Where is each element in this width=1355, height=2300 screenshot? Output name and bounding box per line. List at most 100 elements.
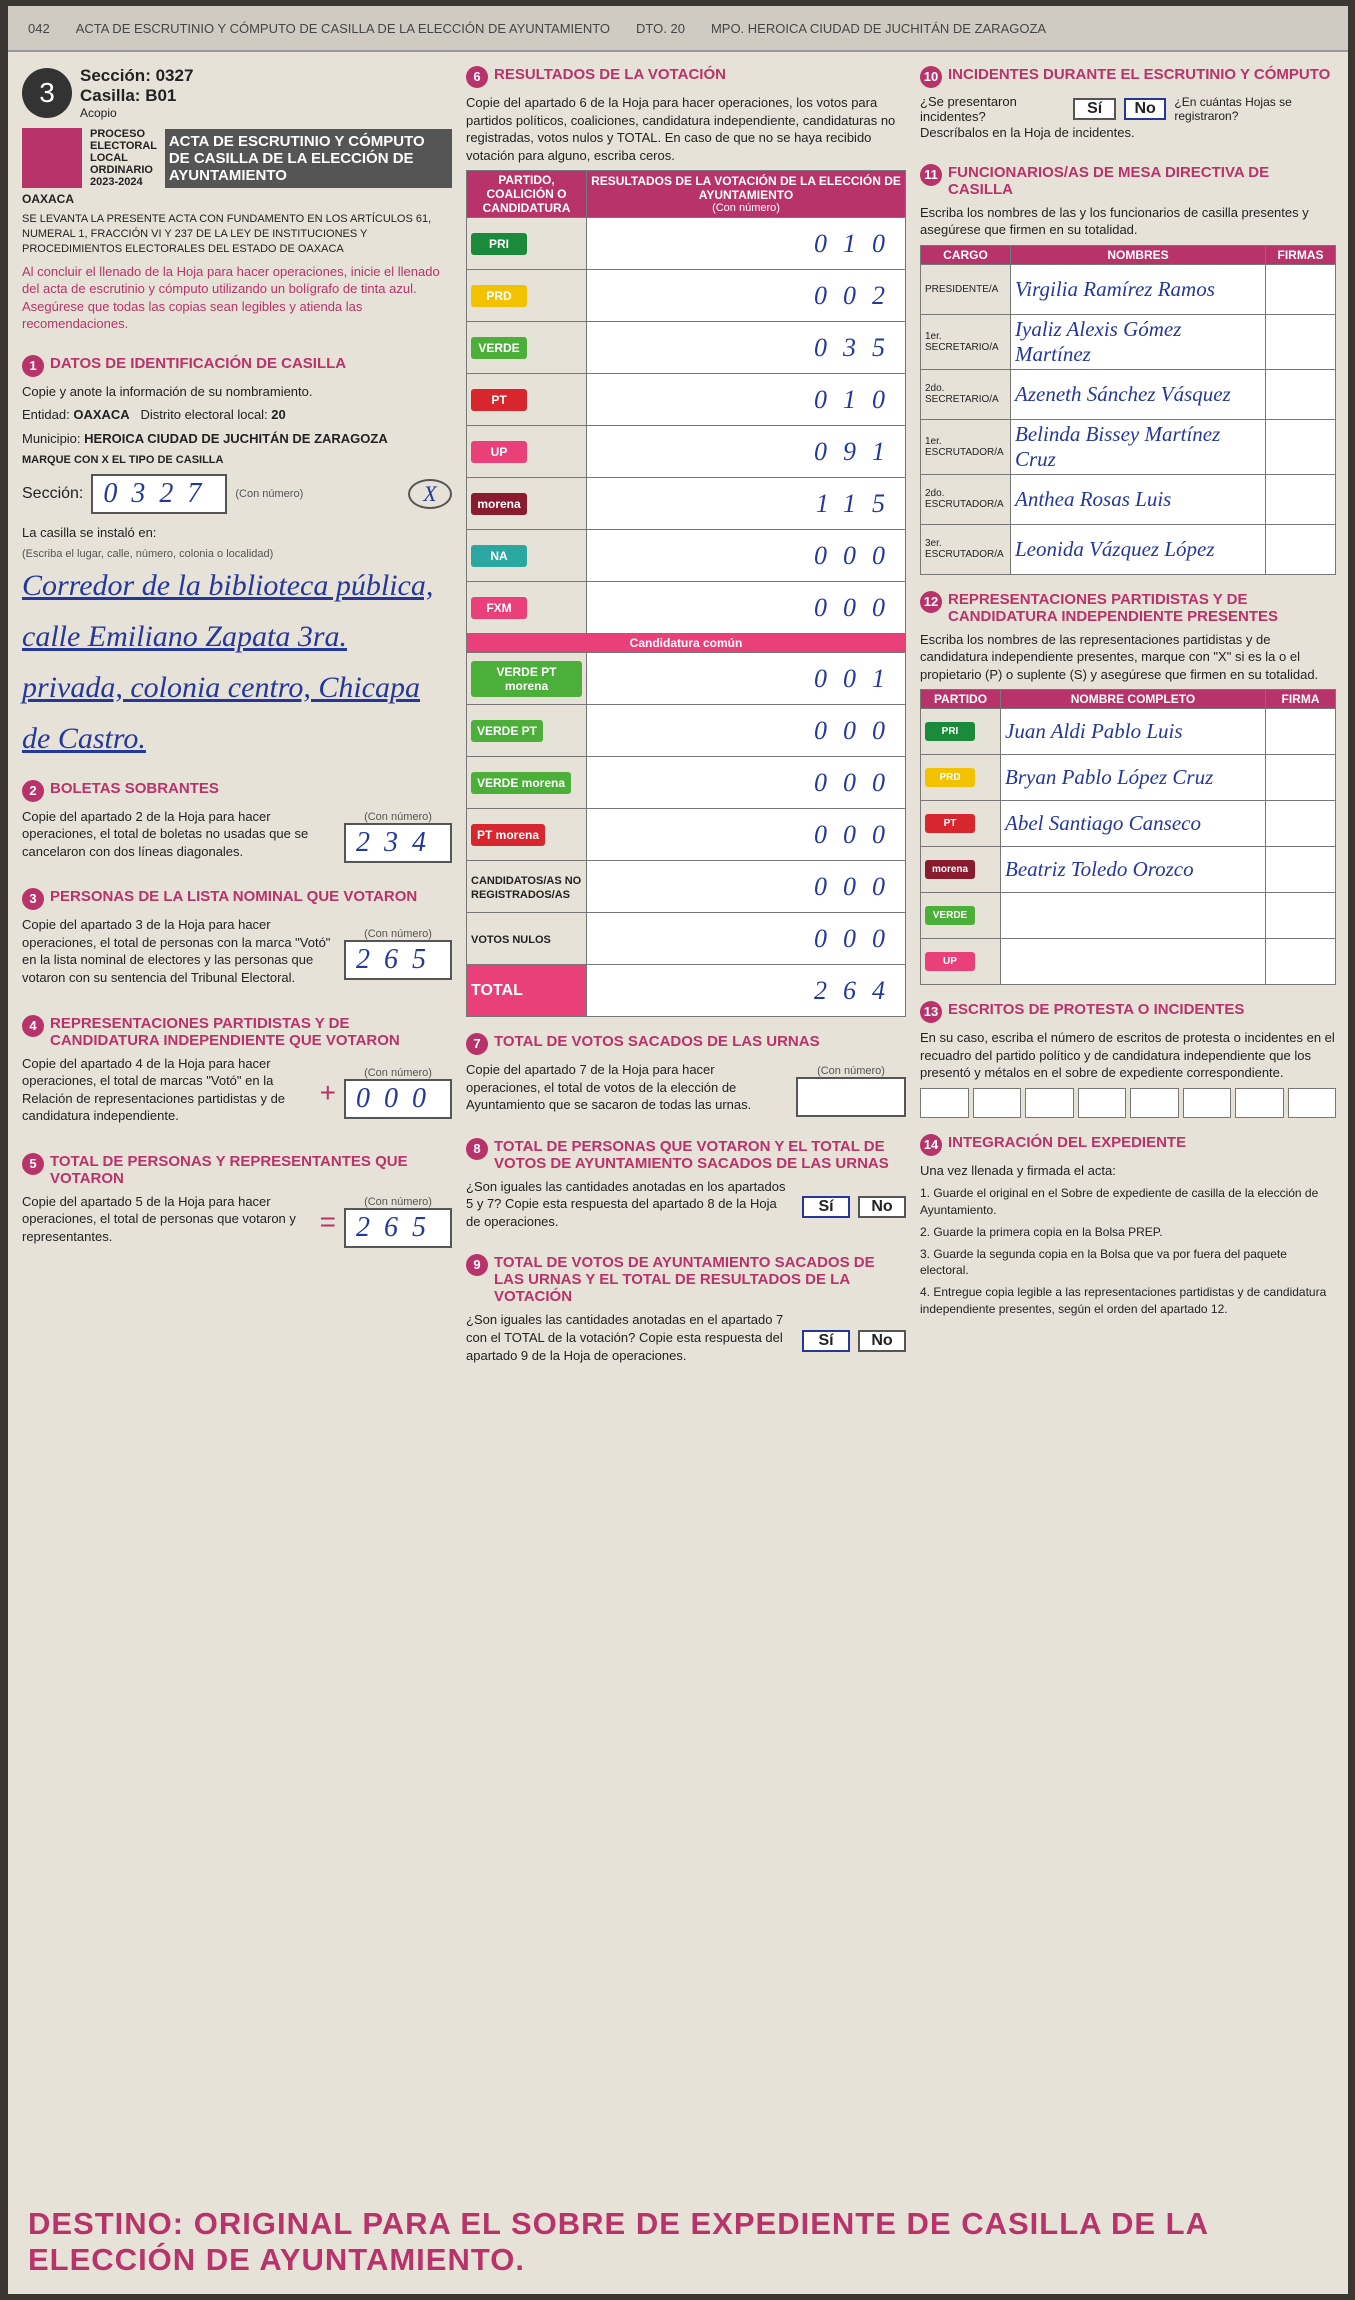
section-title: 12 REPRESENTACIONES PARTIDISTAS Y DE CAND…: [920, 590, 1336, 625]
col-cargo: CARGO: [920, 244, 1011, 265]
section-number: 2: [22, 779, 44, 802]
handwritten-value: 234: [344, 823, 452, 864]
section-title: 9 TOTAL DE VOTOS DE AYUNTAMIENTO SACADOS …: [466, 1254, 906, 1305]
no-box: No: [858, 1196, 906, 1219]
title-text: DATOS DE IDENTIFICACIÓN DE CASILLA: [50, 354, 347, 372]
funcionario-row: 1er. SECRETARIO/A Iyaliz Alexis Gómez Mar…: [920, 313, 1336, 370]
section-text: ¿Son iguales las cantidades anotadas en …: [466, 1312, 784, 1363]
municipio-value: HEROICA CIUDAD DE JUCHITÁN DE ZARAGOZA: [84, 430, 388, 446]
firma-cell: [1265, 418, 1336, 475]
party-logo: PRI: [925, 722, 975, 742]
protest-boxes: [920, 1087, 1336, 1118]
section-number: 8: [466, 1137, 488, 1160]
handwritten-value: 115: [815, 488, 901, 518]
result-row: CANDIDATOS/AS NO REGISTRADOS/AS 000: [466, 860, 906, 914]
distrito-label: Distrito electoral local:: [140, 407, 268, 423]
firma-cell: [1265, 523, 1336, 575]
comun-header: Candidatura común: [466, 633, 906, 654]
simple-sections: 7 TOTAL DE VOTOS SACADOS DE LAS URNAS Copi…: [466, 1033, 906, 1370]
section-text: Escriba los nombres de las y los funcion…: [920, 204, 1309, 238]
party-cell: PRD: [466, 269, 587, 323]
row-label: VOTOS NULOS: [471, 933, 551, 946]
empty-box: [796, 1076, 906, 1117]
section-10: 10 INCIDENTES DURANTE EL ESCRUTINIO Y CÓM…: [920, 66, 1336, 148]
header-estado: OAXACA: [22, 192, 75, 206]
value-hint: (Con número): [364, 1066, 432, 1079]
value-row: Copie del apartado 3 de la Hoja para hac…: [22, 916, 452, 992]
result-cell: 000: [586, 529, 906, 583]
cargo: 2do. ESCRUTADOR/A: [920, 473, 1011, 525]
representante-row: PT Abel Santiago Canseco: [920, 800, 1336, 848]
result-row: morena 115: [466, 477, 906, 531]
title-text: RESULTADOS DE LA VOTACIÓN: [494, 66, 726, 83]
handwritten-value: 265: [344, 940, 452, 981]
section-number: 12: [920, 590, 942, 613]
strip-distrito: DTO. 20: [636, 20, 685, 36]
middle-column: 6 RESULTADOS DE LA VOTACIÓN Copie del apa…: [466, 66, 906, 1370]
nombre-cell: [1000, 938, 1266, 986]
col-partido: PARTIDO: [920, 689, 1001, 710]
answer-row: ¿Son iguales las cantidades anotadas en …: [466, 1178, 906, 1237]
handwritten-value: 035: [814, 332, 901, 362]
representante-row: morena Beatriz Toledo Orozco: [920, 846, 1336, 894]
q1: ¿Se presentaron incidentes?: [920, 94, 1017, 124]
result-row: PT morena 000: [466, 808, 906, 862]
handwritten-value: 264: [814, 975, 901, 1005]
section-title: 14 INTEGRACIÓN DEL EXPEDIENTE: [920, 1133, 1336, 1156]
firma-cell: [1265, 754, 1336, 802]
col-results-hint: (Con número): [712, 202, 780, 215]
party-cell: FXM: [466, 581, 587, 635]
section-title: 7 TOTAL DE VOTOS SACADOS DE LAS URNAS: [466, 1033, 906, 1056]
party-logo: UP: [471, 440, 527, 463]
handwritten-value: 000: [814, 592, 901, 622]
col-firma: FIRMA: [1265, 689, 1336, 710]
answer-row: ¿Son iguales las cantidades anotadas en …: [466, 1311, 906, 1370]
nombre-cell: Belinda Bissey Martínez Cruz: [1010, 418, 1266, 475]
acta-paper: 042 ACTA DE ESCRUTINIO Y CÓMPUTO DE CASI…: [8, 6, 1348, 2294]
header-top: 3 Sección: 0327 Casilla: B01 Acopio: [22, 66, 452, 120]
firma-cell: [1265, 892, 1336, 940]
instalo-hint: (Escriba el lugar, calle, número, coloni…: [22, 547, 274, 560]
funcionario-row: 3er. ESCRUTADOR/A Leonida Vázquez López: [920, 523, 1336, 575]
funcionario-row: 2do. SECRETARIO/A Azeneth Sánchez Vásquez: [920, 368, 1336, 420]
section-text: En su caso, escriba el número de escrito…: [920, 1030, 1335, 1081]
section-13: 13 ESCRITOS DE PROTESTA O INCIDENTES En s…: [920, 1001, 1336, 1118]
step: 4. Entregue copia legible a las represen…: [920, 1285, 1327, 1316]
strip-municipio: MPO. HEROICA CIUDAD DE JUCHITÁN DE ZARAG…: [710, 20, 1047, 36]
tipo-label: MARQUE CON X EL TIPO DE CASILLA: [22, 454, 224, 467]
section-1: 1 DATOS DE IDENTIFICACIÓN DE CASILLA Copi…: [22, 354, 452, 764]
section-number: 13: [920, 1001, 942, 1024]
value-hint: (Con número): [364, 811, 432, 824]
section-number: 6: [466, 66, 488, 88]
section-title: 8 TOTAL DE PERSONAS QUE VOTARON Y EL TOTA…: [466, 1137, 906, 1172]
col-party: PARTIDO, COALICIÓN O CANDIDATURA: [466, 170, 587, 219]
instalo-value: Corredor de la biblioteca pública, calle…: [22, 568, 434, 755]
handwritten-name: Bryan Pablo López Cruz: [1005, 765, 1214, 790]
steps: 1. Guarde el original en el Sobre de exp…: [920, 1185, 1336, 1316]
section-number: 14: [920, 1133, 942, 1156]
tipo-mark: X: [408, 479, 452, 510]
handwritten-name: Abel Santiago Canseco: [1005, 811, 1201, 836]
incidentes-row: ¿Se presentaron incidentes? Sí No ¿En cu…: [920, 94, 1336, 124]
section-title: 4 REPRESENTACIONES PARTIDISTAS Y DE CANDI…: [22, 1014, 452, 1049]
handwritten-value: 000: [814, 715, 901, 745]
nombre-cell: Juan Aldi Pablo Luis: [1000, 708, 1266, 756]
party-logo: UP: [925, 952, 975, 972]
firma-cell: [1265, 708, 1336, 756]
partido-cell: VERDE: [920, 892, 1001, 940]
representante-row: UP: [920, 938, 1336, 986]
party-cell: NA: [466, 529, 587, 583]
title-text: INTEGRACIÓN DEL EXPEDIENTE: [948, 1133, 1187, 1151]
representante-row: PRD Bryan Pablo López Cruz: [920, 754, 1336, 802]
partido-cell: PRD: [920, 754, 1001, 802]
value-row: Copie del apartado 2 de la Hoja para hac…: [22, 808, 452, 867]
entidad-label: Entidad:: [22, 407, 70, 423]
handwritten-value: 000: [814, 767, 901, 797]
strip-acta: ACTA DE ESCRUTINIO Y CÓMPUTO DE CASILLA …: [75, 20, 611, 36]
result-row: VERDE PT 000: [466, 704, 906, 758]
results-header: PARTIDO, COALICIÓN O CANDIDATURA RESULTA…: [466, 170, 906, 219]
handwritten-value: 265: [344, 1208, 452, 1249]
party-cell: VERDE: [466, 321, 587, 375]
section-5: 5 TOTAL DE PERSONAS Y REPRESENTANTES QUE …: [22, 1152, 452, 1252]
